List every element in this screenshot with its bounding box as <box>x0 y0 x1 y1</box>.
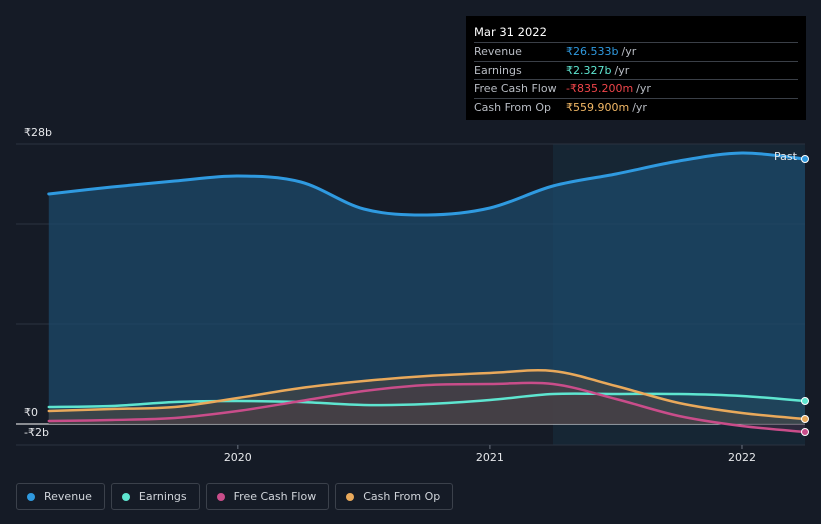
tooltip-row-cash-from-op: Cash From Op ₹559.900m /yr <box>474 97 798 117</box>
tooltip-value: -₹835.200m <box>566 82 634 96</box>
free-cash-flow-area <box>48 382 806 432</box>
x-tick-label: 2022 <box>728 451 756 464</box>
cash-from-op-end-dot <box>801 415 809 423</box>
past-label: Past <box>774 150 798 163</box>
cash-from-op-line <box>47 369 807 421</box>
revenue-area <box>48 152 806 424</box>
revenue-line <box>47 151 807 217</box>
legend-label: Free Cash Flow <box>233 490 317 503</box>
tooltip-value: ₹2.327b <box>566 63 612 77</box>
x-tick-label: 2020 <box>224 451 252 464</box>
series-end-dots <box>801 155 809 436</box>
tooltip-row-revenue: Revenue ₹26.533b /yr <box>474 42 798 61</box>
tooltip-label: Free Cash Flow <box>474 82 557 96</box>
y-tick-label: -₹2b <box>24 426 49 439</box>
legend-label: Earnings <box>138 490 187 503</box>
tooltip-unit: /yr <box>632 100 647 114</box>
x-axis-labels: 2020 2021 2022 <box>224 445 756 464</box>
series-areas <box>48 152 806 432</box>
tooltip-unit: /yr <box>614 63 630 77</box>
tooltip-value: ₹26.533b <box>566 45 619 59</box>
legend-dot-icon <box>27 492 35 501</box>
legend-item-revenue[interactable]: Revenue <box>16 483 105 510</box>
tooltip-label: Cash From Op <box>474 100 552 114</box>
legend-dot-icon <box>121 492 130 501</box>
free-cash-flow-line <box>47 381 807 434</box>
tooltip-value: ₹559.900m <box>566 100 630 114</box>
legend-label: Cash From Op <box>363 490 441 503</box>
legend-item-free-cash-flow[interactable]: Free Cash Flow <box>205 483 330 510</box>
tooltip-row-free-cash-flow: Free Cash Flow -₹835.200m /yr <box>474 79 798 98</box>
y-tick-label: ₹0 <box>24 406 38 419</box>
chart-legend: Revenue Earnings Free Cash Flow Cash Fro… <box>16 483 454 510</box>
data-tooltip: Mar 31 2022 Revenue ₹26.533b /yr Earning… <box>466 16 806 120</box>
earnings-end-dot <box>801 397 809 405</box>
series-lines <box>47 151 807 434</box>
y-tick-label: ₹28b <box>24 126 52 139</box>
legend-label: Revenue <box>44 490 92 503</box>
legend-item-earnings[interactable]: Earnings <box>110 483 200 510</box>
earnings-line <box>47 392 807 409</box>
tooltip-unit: /yr <box>621 45 637 59</box>
tooltip-date: Mar 31 2022 <box>474 25 547 39</box>
tooltip-unit: /yr <box>636 82 651 96</box>
free-cash-flow-end-dot <box>801 428 809 436</box>
legend-dot-icon <box>346 492 355 501</box>
revenue-end-dot <box>801 155 809 163</box>
legend-dot-icon <box>216 492 225 501</box>
x-tick-label: 2021 <box>476 451 504 464</box>
legend-item-cash-from-op[interactable]: Cash From Op <box>335 483 454 510</box>
tooltip-label: Revenue <box>474 45 522 59</box>
tooltip-label: Earnings <box>474 63 522 77</box>
tooltip-row-earnings: Earnings ₹2.327b /yr <box>474 60 798 80</box>
y-axis-labels: ₹28b ₹0 -₹2b <box>24 126 52 439</box>
